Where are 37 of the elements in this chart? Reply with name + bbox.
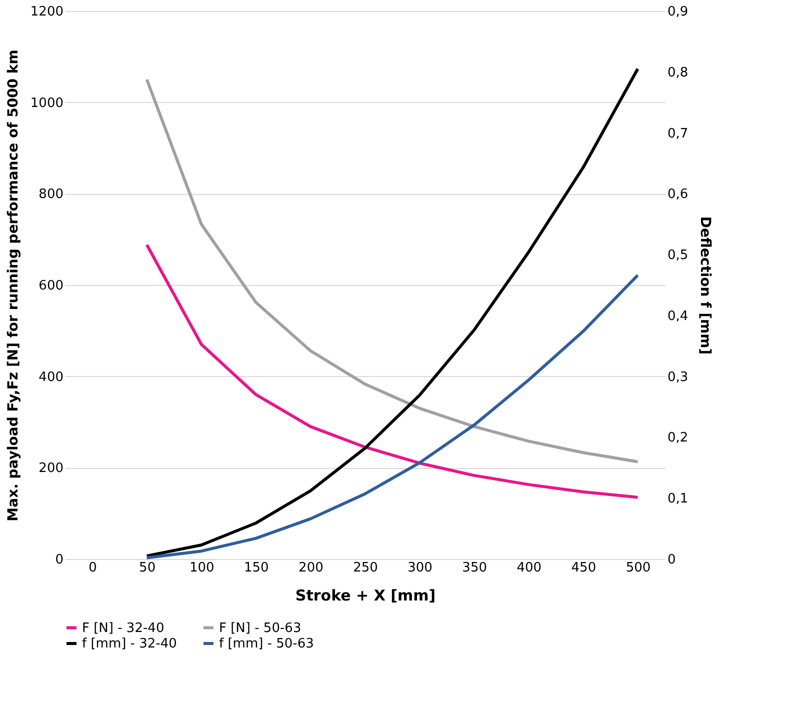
y-tick-label: 400 [38, 370, 64, 385]
line-series [145, 274, 640, 560]
x-tick-label: 100 [189, 560, 214, 576]
y2-axis-title: Deflection f [mm] [697, 216, 714, 355]
x-tick-label: 200 [298, 560, 324, 576]
y-tick-label: 1000 [30, 96, 64, 111]
y2-tick-label: 0,7 [668, 126, 688, 142]
legend-label: f [mm] - 50-63 [219, 636, 314, 652]
x-tick-label: 350 [462, 560, 488, 576]
x-tick-label: 0 [88, 560, 97, 576]
y2-tick-label: 0,3 [668, 370, 688, 385]
y-axis-title: Max. payload Fy,Fz [N] for running performance of 5000 km [5, 50, 22, 522]
x-tick-label: 50 [139, 560, 156, 576]
x-tick-label: 250 [353, 560, 378, 576]
x-axis-title: Stroke + X [mm] [295, 586, 436, 604]
x-tick-label: 150 [244, 560, 269, 576]
y2-tick-label: 0,9 [668, 4, 688, 20]
y-tick-label: 800 [38, 187, 64, 202]
line-series [145, 78, 640, 464]
legend-label: F [N] - 32-40 [82, 620, 164, 636]
y2-tick-label: 0,1 [668, 492, 688, 507]
legend-label: F [N] - 50-63 [219, 620, 302, 636]
y2-tick-label: 0,5 [668, 248, 688, 264]
x-tick-label: 300 [408, 560, 432, 576]
y2-tick-label: 0,2 [668, 430, 688, 446]
x-tick-label: 500 [626, 560, 651, 576]
x-tick-label: 400 [516, 560, 542, 576]
y2-tick-label: 0,8 [668, 65, 688, 80]
y-tick-label: 1200 [30, 4, 64, 20]
y-tick-label: 200 [38, 461, 64, 476]
legend-label: f [mm] - 32-40 [82, 636, 177, 652]
y2-tick-label: 0,6 [668, 187, 688, 202]
line-series [145, 243, 640, 499]
y2-tick-label: 0,4 [668, 308, 688, 324]
line-series [145, 67, 640, 558]
x-tick-label: 450 [571, 560, 596, 576]
y-tick-label: 600 [38, 278, 64, 294]
